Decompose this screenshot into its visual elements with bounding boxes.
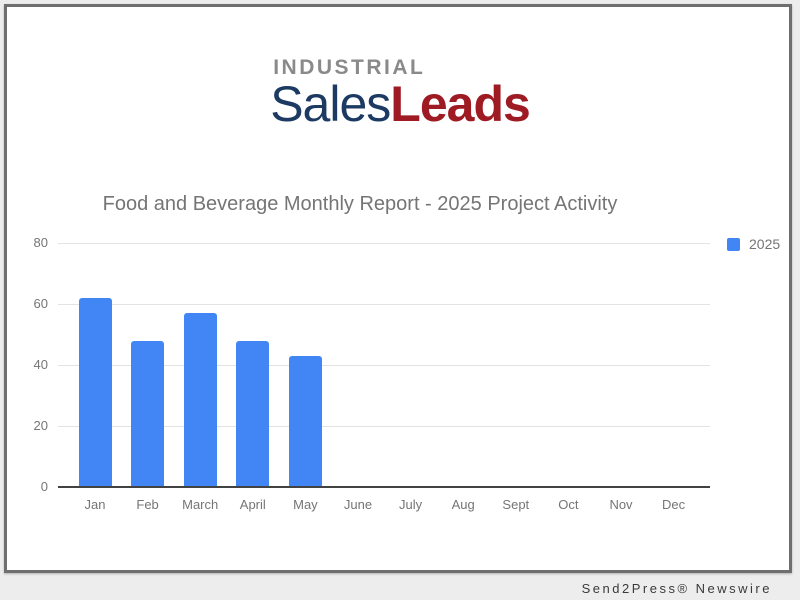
- x-axis-label-nov: Nov: [609, 497, 633, 512]
- bar-march: [183, 313, 217, 487]
- legend-swatch-2025: [727, 237, 740, 251]
- bar-feb: [131, 340, 165, 487]
- gridline-20: [58, 426, 710, 427]
- company-logo: INDUSTRIAL SalesLeads: [0, 56, 800, 129]
- watermark-bar: Send2Press® Newswire: [0, 576, 800, 600]
- y-axis-tick-label-0: 0: [40, 479, 48, 494]
- x-axis-label-feb: Feb: [136, 497, 159, 512]
- x-axis-label-april: April: [239, 497, 266, 512]
- x-axis-baseline: [58, 486, 710, 488]
- bar-jan: [78, 297, 112, 487]
- gridline-60: [58, 304, 710, 305]
- y-axis-tick-label-20: 20: [33, 418, 48, 433]
- company-logo-lockup: INDUSTRIAL SalesLeads: [270, 56, 531, 133]
- x-axis-label-aug: Aug: [451, 497, 475, 512]
- x-axis-label-june: June: [343, 497, 373, 512]
- x-axis-label-jan: Jan: [84, 497, 106, 512]
- logo-industrial-wordmark: INDUSTRIAL: [273, 56, 426, 79]
- x-axis-label-may: May: [293, 497, 318, 512]
- y-axis-tick-label-60: 60: [33, 296, 48, 311]
- legend-label-2025: 2025: [749, 236, 781, 252]
- bar-april: [236, 340, 270, 487]
- x-axis-label-dec: Dec: [662, 497, 686, 512]
- bar-may: [288, 355, 322, 487]
- x-axis-label-oct: Oct: [558, 497, 579, 512]
- x-axis-label-march: March: [182, 497, 219, 512]
- newswire-credit: Send2Press® Newswire: [581, 580, 772, 596]
- logo-salesleads-wordmark: SalesLeads: [270, 76, 531, 133]
- logo-sales-text: Sales: [270, 76, 391, 133]
- y-axis-tick-label-40: 40: [33, 357, 48, 372]
- gridline-40: [58, 365, 710, 366]
- x-axis-label-sept: Sept: [502, 497, 530, 512]
- logo-leads-text: Leads: [390, 76, 531, 133]
- y-axis-tick-label-80: 80: [33, 235, 48, 250]
- gridline-80: [58, 243, 710, 244]
- chart-title: Food and Beverage Monthly Report - 2025 …: [102, 193, 618, 215]
- chart-legend: 2025: [727, 236, 780, 252]
- x-axis-label-july: July: [399, 497, 423, 512]
